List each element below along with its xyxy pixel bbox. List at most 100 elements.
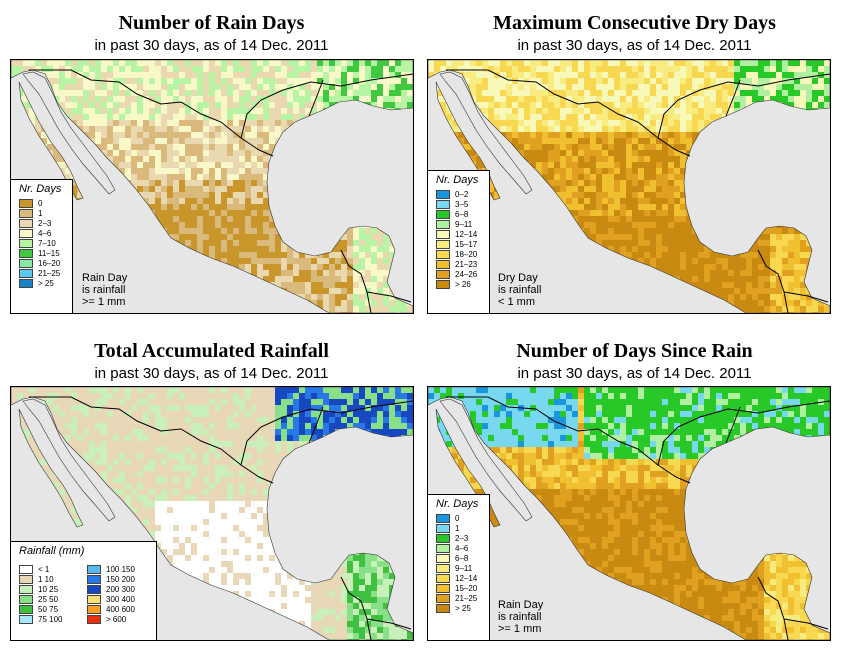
coastline <box>11 60 413 313</box>
legend-label: 1 <box>455 523 460 533</box>
legend-label: 150 200 <box>106 574 135 584</box>
legend-label: 12–14 <box>455 573 478 583</box>
legend-item: > 25 <box>436 603 489 613</box>
panel-subtitle: in past 30 days, as of 14 Dec. 2011 <box>94 365 329 382</box>
panel-rainfall: Total Accumulated Rainfall in past 30 da… <box>0 329 423 658</box>
legend-swatch <box>436 209 450 219</box>
legend-label: 1 <box>38 208 43 218</box>
legend-label: 6–8 <box>455 209 469 219</box>
legend-label: 10 25 <box>38 584 59 594</box>
legend-swatch <box>19 268 33 278</box>
legend-title: Rainfall (mm) <box>19 545 85 557</box>
legend-swatch <box>436 523 450 533</box>
rain-day-note: Rain Day is rainfall >= 1 mm <box>498 599 543 635</box>
legend-item: 0 <box>436 513 489 523</box>
legend-item: > 26 <box>436 279 489 289</box>
legend-swatch <box>19 218 33 228</box>
legend-item: 21–25 <box>19 268 72 278</box>
legend-item: 50 75 <box>19 604 62 614</box>
legend-swatch <box>19 594 33 604</box>
legend-label: 7–10 <box>38 238 56 248</box>
gulf-of-california <box>22 398 116 522</box>
legend-item: 18–20 <box>436 249 489 259</box>
legend-label: > 25 <box>38 278 54 288</box>
legend-item: < 1 <box>19 564 62 574</box>
legend-item: 1 <box>19 208 72 218</box>
legend-item: 4–6 <box>19 228 72 238</box>
legend-label: > 25 <box>455 603 471 613</box>
legend-label: 16–20 <box>38 258 61 268</box>
panel-title: Number of Days Since Rain <box>516 340 753 362</box>
legend-label: 4–6 <box>455 543 469 553</box>
legend-swatch <box>87 614 101 624</box>
legend-swatch <box>19 278 33 288</box>
legend-swatch <box>87 564 101 574</box>
legend-item: 15–20 <box>436 583 489 593</box>
legend-label: 200 300 <box>106 584 135 594</box>
panel-since-rain: Number of Days Since Rain in past 30 day… <box>423 329 846 658</box>
legend-dry-days: Nr. Days 0–2 3–5 6–8 9–11 12–14 15–17 18–20 21–… <box>427 170 490 314</box>
legend-label: 9–11 <box>455 219 473 229</box>
panel-title: Number of Rain Days <box>118 12 305 34</box>
legend-item: 12–14 <box>436 573 489 583</box>
legend-label: 4–6 <box>38 228 52 238</box>
country-borders <box>446 396 830 640</box>
legend-swatch <box>436 279 450 289</box>
note-line: is rainfall <box>82 284 126 296</box>
legend-item: 10 25 <box>19 584 62 594</box>
country-borders <box>29 396 413 640</box>
country-borders <box>446 69 830 313</box>
legend-swatch <box>436 573 450 583</box>
coastline <box>11 387 413 640</box>
legend-swatch <box>19 614 33 624</box>
legend-swatch <box>436 513 450 523</box>
legend-item: 1 10 <box>19 574 62 584</box>
legend-item: 21–23 <box>436 259 489 269</box>
note-line: >= 1 mm <box>82 296 126 308</box>
legend-item: 0 <box>19 198 72 208</box>
country-borders <box>29 69 413 313</box>
legend-swatch <box>19 584 33 594</box>
legend-item: 11–15 <box>19 248 72 258</box>
legend-item: 3–5 <box>436 199 489 209</box>
note-line: is rainfall <box>498 611 542 623</box>
legend-label: 100 150 <box>106 564 135 574</box>
legend-title: Nr. Days <box>436 174 479 186</box>
legend-swatch <box>19 238 33 248</box>
coastline <box>428 60 830 313</box>
legend-swatch <box>436 189 450 199</box>
legend-label: 9–11 <box>455 563 473 573</box>
legend-item: 100 150 <box>87 564 135 574</box>
rain-day-note: Rain Day is rainfall >= 1 mm <box>82 272 127 308</box>
legend-item: 200 300 <box>87 584 135 594</box>
legend-label: 21–23 <box>455 259 478 269</box>
legend-since-rain: Nr. Days 0 1 2–3 4–6 6–8 9–11 12–14 15–20 21–25 >… <box>427 494 490 641</box>
map-dry-days <box>427 59 831 314</box>
legend-label: > 600 <box>106 614 127 624</box>
legend-item: 6–8 <box>436 209 489 219</box>
legend-item: 9–11 <box>436 563 489 573</box>
map-since-rain <box>427 386 831 641</box>
legend-item: 25 50 <box>19 594 62 604</box>
legend-label: 300 400 <box>106 594 135 604</box>
coastline <box>428 387 830 640</box>
panel-title: Total Accumulated Rainfall <box>94 340 329 362</box>
legend-item: 2–3 <box>19 218 72 228</box>
legend-item: 0–2 <box>436 189 489 199</box>
legend-item: 9–11 <box>436 219 489 229</box>
legend-swatch <box>436 583 450 593</box>
legend-label: 6–8 <box>455 553 469 563</box>
dry-day-note: Dry Day is rainfall < 1 mm <box>498 272 541 308</box>
legend-item: 150 200 <box>87 574 135 584</box>
legend-swatch <box>436 199 450 209</box>
gulf-of-california <box>439 398 533 522</box>
legend-label: 0 <box>38 198 43 208</box>
legend-title: Nr. Days <box>436 498 479 510</box>
panel-title: Maximum Consecutive Dry Days <box>493 12 776 34</box>
note-line: is rainfall <box>498 284 542 296</box>
legend-swatch <box>436 533 450 543</box>
legend-item: > 600 <box>87 614 135 624</box>
legend-swatch <box>19 228 33 238</box>
legend-swatch <box>436 543 450 553</box>
